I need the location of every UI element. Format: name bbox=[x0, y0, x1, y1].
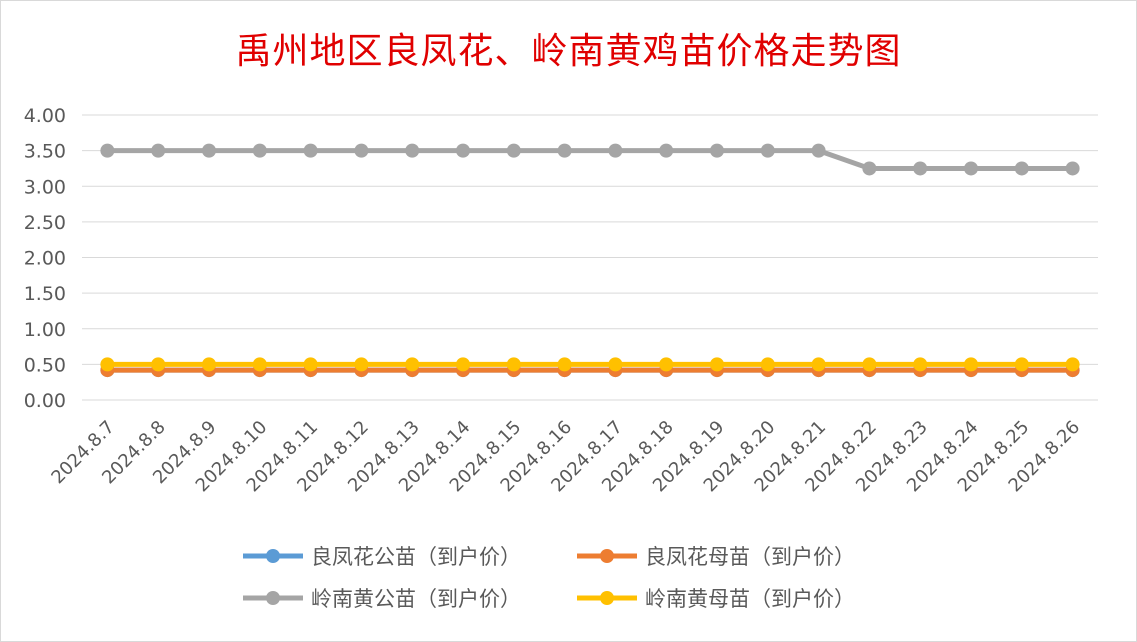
y-axis-ticks: 0.00 0.50 1.00 1.50 2.00 2.50 3.00 3.50 4.00 bbox=[24, 105, 66, 412]
data-point bbox=[354, 357, 369, 372]
data-point bbox=[862, 357, 877, 372]
series-line bbox=[107, 148, 1073, 171]
data-point bbox=[913, 357, 928, 372]
legend: 良凤花公苗（到户价） 良凤花母苗（到户价） 岭南黄公苗（到户价） 岭南黄母苗（到户价） bbox=[243, 545, 855, 611]
legend-marker bbox=[600, 591, 614, 605]
data-point bbox=[659, 143, 674, 158]
data-point bbox=[557, 357, 572, 372]
legend-label: 岭南黄母苗（到户价） bbox=[645, 587, 855, 611]
data-point bbox=[862, 161, 877, 176]
data-point bbox=[405, 143, 420, 158]
legend-item: 岭南黄公苗（到户价） bbox=[243, 587, 521, 611]
y-tick-label: 1.50 bbox=[24, 283, 66, 305]
data-point bbox=[252, 357, 267, 372]
data-point bbox=[710, 143, 724, 158]
data-point bbox=[710, 357, 724, 372]
series-lines bbox=[100, 143, 1080, 378]
x-axis-ticks: 2024.8.72024.8.82024.8.92024.8.102024.8.… bbox=[47, 417, 1084, 497]
legend-label: 良凤花母苗（到户价） bbox=[645, 545, 855, 569]
y-tick-label: 2.50 bbox=[24, 212, 66, 234]
legend-marker bbox=[266, 591, 280, 605]
data-point bbox=[151, 143, 166, 158]
chart-title: 禹州地区良凤花、岭南黄鸡苗价格走势图 bbox=[235, 31, 902, 72]
data-point bbox=[1065, 161, 1080, 176]
y-tick-label: 0.50 bbox=[24, 354, 66, 376]
y-tick-label: 1.00 bbox=[24, 319, 66, 341]
data-point bbox=[202, 357, 216, 372]
data-point bbox=[964, 161, 978, 176]
data-point bbox=[354, 143, 369, 158]
data-point bbox=[811, 143, 826, 158]
data-point bbox=[659, 357, 674, 372]
data-point bbox=[202, 143, 216, 158]
data-point bbox=[252, 143, 267, 158]
y-tick-label: 2.00 bbox=[24, 248, 66, 270]
data-point bbox=[151, 357, 166, 372]
data-point bbox=[1014, 161, 1029, 176]
legend-item: 岭南黄母苗（到户价） bbox=[577, 587, 855, 611]
series-3 bbox=[100, 143, 1080, 176]
data-point bbox=[913, 161, 928, 176]
data-point bbox=[1014, 357, 1029, 372]
data-point bbox=[303, 143, 318, 158]
y-tick-label: 0.00 bbox=[24, 390, 66, 412]
y-tick-label: 4.00 bbox=[24, 105, 66, 127]
data-point bbox=[1065, 357, 1080, 372]
data-point bbox=[405, 357, 420, 372]
data-point bbox=[456, 357, 470, 372]
data-point bbox=[608, 357, 623, 372]
data-point bbox=[608, 143, 623, 158]
data-point bbox=[964, 357, 978, 372]
legend-label: 良凤花公苗（到户价） bbox=[311, 545, 521, 569]
data-point bbox=[506, 357, 521, 372]
data-point bbox=[557, 143, 572, 158]
legend-item: 良凤花公苗（到户价） bbox=[243, 545, 521, 569]
data-point bbox=[760, 357, 775, 372]
legend-marker bbox=[266, 549, 280, 563]
data-point bbox=[100, 143, 115, 158]
data-point bbox=[506, 143, 521, 158]
legend-marker bbox=[600, 549, 614, 563]
y-tick-label: 3.50 bbox=[24, 141, 66, 163]
legend-label: 岭南黄公苗（到户价） bbox=[311, 587, 521, 611]
data-point bbox=[760, 143, 775, 158]
data-point bbox=[811, 357, 826, 372]
gridlines bbox=[82, 114, 1098, 401]
data-point bbox=[303, 357, 318, 372]
series-4 bbox=[100, 357, 1080, 372]
y-tick-label: 3.00 bbox=[24, 176, 66, 198]
legend-item: 良凤花母苗（到户价） bbox=[577, 545, 855, 569]
data-point bbox=[100, 357, 115, 372]
data-point bbox=[456, 143, 470, 158]
